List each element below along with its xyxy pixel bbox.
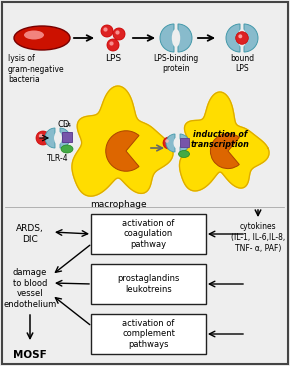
FancyBboxPatch shape: [62, 132, 72, 142]
Wedge shape: [211, 133, 239, 169]
Ellipse shape: [54, 131, 62, 145]
FancyBboxPatch shape: [2, 2, 288, 364]
Wedge shape: [178, 24, 192, 52]
Text: activation of
complement
pathways: activation of complement pathways: [122, 319, 175, 349]
Text: induction of
transcription: induction of transcription: [191, 130, 249, 149]
Text: cytokines
(IL-1, IL-6,IL-8,
TNF- α, PAF): cytokines (IL-1, IL-6,IL-8, TNF- α, PAF): [231, 222, 285, 253]
FancyBboxPatch shape: [91, 264, 206, 304]
Circle shape: [36, 131, 50, 145]
Wedge shape: [166, 134, 175, 152]
Text: activation of
coagulation
pathway: activation of coagulation pathway: [122, 219, 175, 249]
Text: LPS: LPS: [105, 54, 121, 63]
Ellipse shape: [14, 26, 70, 50]
Polygon shape: [180, 92, 269, 191]
Text: bound
LPS: bound LPS: [230, 54, 254, 74]
Circle shape: [39, 134, 43, 138]
Wedge shape: [226, 24, 240, 52]
Circle shape: [101, 25, 113, 37]
Wedge shape: [180, 134, 189, 152]
Ellipse shape: [172, 29, 180, 47]
Text: damage
to blood
vessel
endothelium: damage to blood vessel endothelium: [3, 268, 57, 309]
Text: ARDS,
DIC: ARDS, DIC: [16, 224, 44, 244]
Ellipse shape: [238, 29, 246, 47]
Circle shape: [109, 41, 114, 46]
Wedge shape: [244, 24, 258, 52]
Circle shape: [238, 34, 242, 38]
Text: prostaglandins
leukotreins: prostaglandins leukotreins: [117, 274, 180, 294]
Polygon shape: [72, 86, 173, 196]
Ellipse shape: [179, 150, 189, 157]
Text: 14: 14: [64, 123, 71, 128]
Text: MOSF: MOSF: [13, 350, 47, 360]
Circle shape: [163, 137, 175, 149]
Ellipse shape: [24, 30, 44, 40]
Wedge shape: [60, 128, 70, 148]
Circle shape: [113, 28, 125, 40]
Wedge shape: [106, 131, 139, 171]
Ellipse shape: [173, 138, 180, 149]
Circle shape: [107, 39, 119, 51]
Wedge shape: [45, 128, 55, 148]
Text: LPS-binding
protein: LPS-binding protein: [153, 54, 199, 74]
FancyBboxPatch shape: [91, 314, 206, 354]
FancyBboxPatch shape: [91, 214, 206, 254]
Circle shape: [104, 27, 108, 31]
Circle shape: [115, 30, 119, 35]
Circle shape: [236, 32, 248, 44]
Wedge shape: [160, 24, 174, 52]
Text: CD: CD: [57, 120, 69, 129]
FancyBboxPatch shape: [180, 138, 189, 147]
Circle shape: [165, 139, 169, 143]
Text: TLR-4: TLR-4: [47, 154, 69, 163]
Text: macrophage: macrophage: [90, 200, 146, 209]
Text: lysis of
gram-negative
bacteria: lysis of gram-negative bacteria: [8, 54, 65, 85]
Ellipse shape: [61, 145, 73, 153]
